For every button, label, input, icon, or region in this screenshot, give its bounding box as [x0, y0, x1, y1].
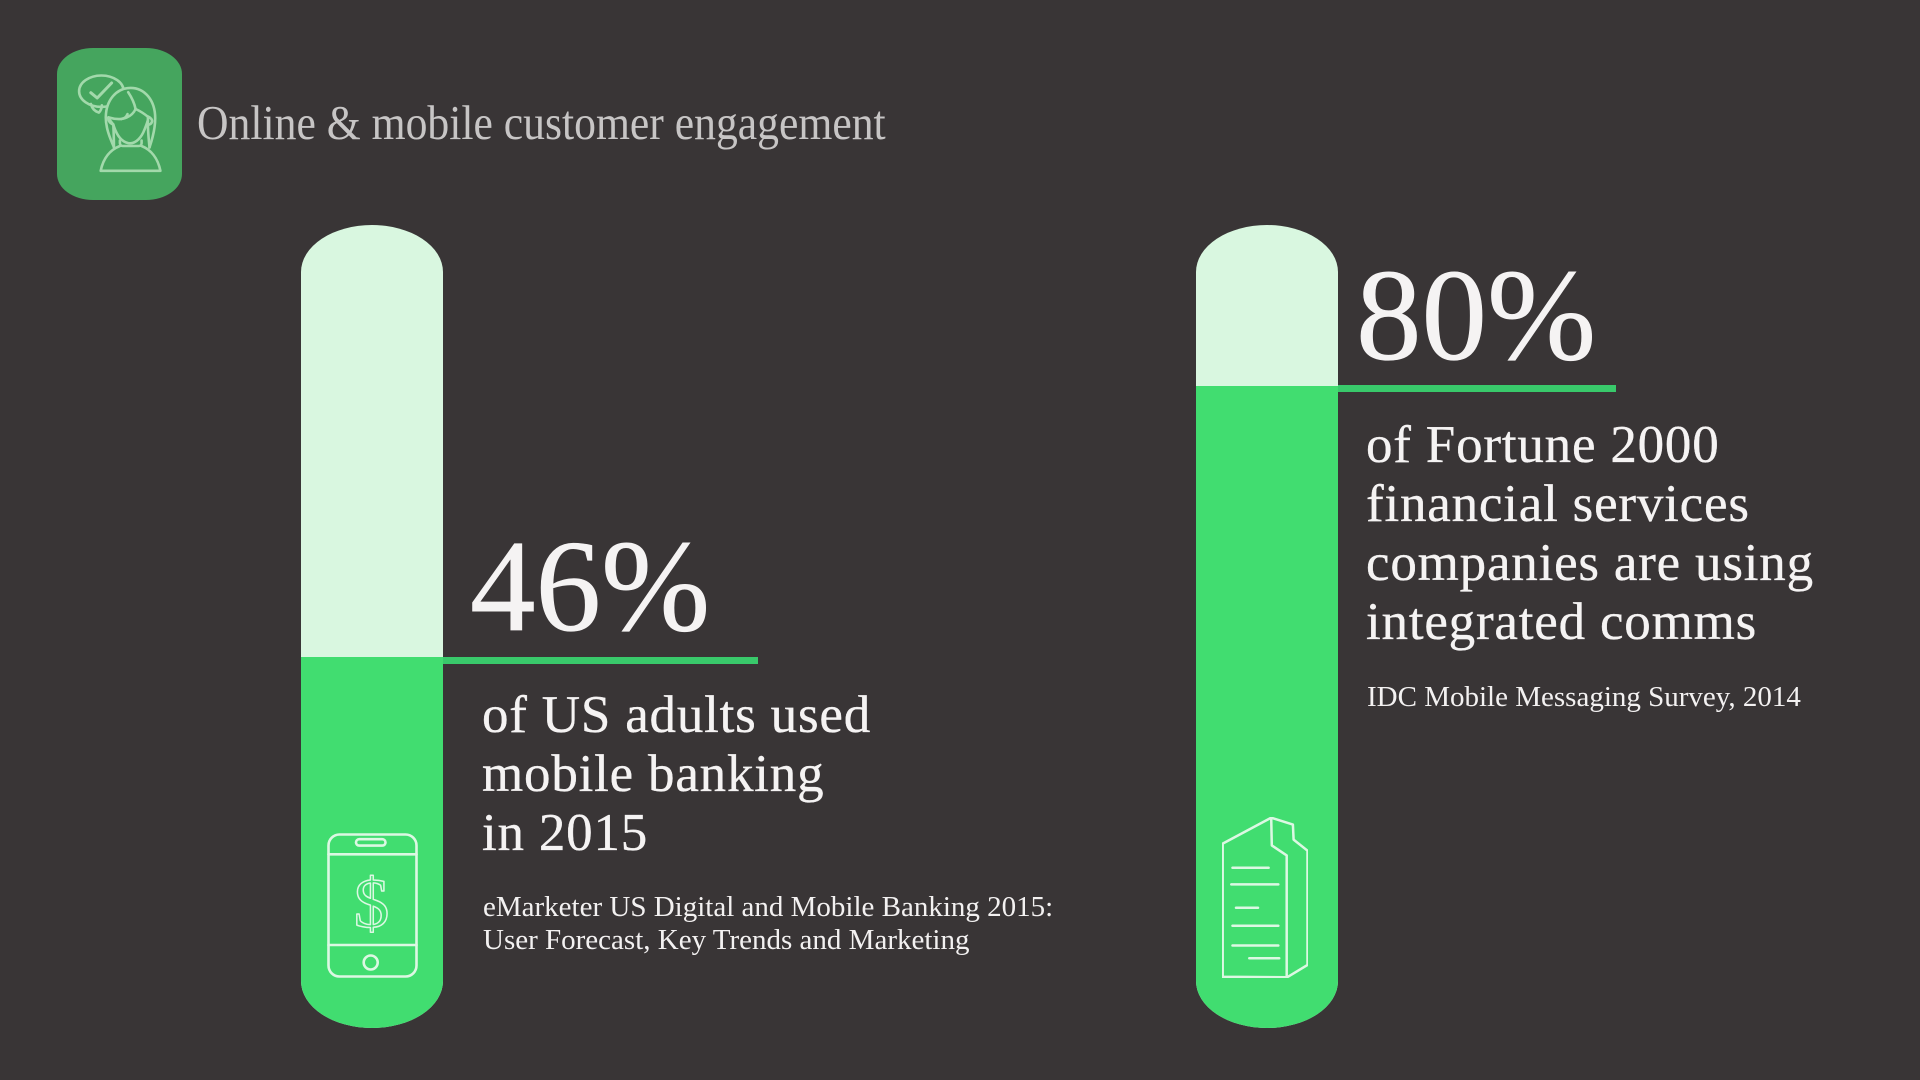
- svg-text:$: $: [354, 865, 390, 943]
